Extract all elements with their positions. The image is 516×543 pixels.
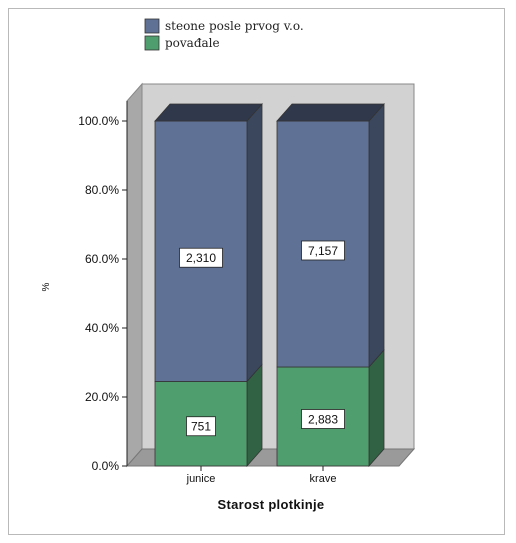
bar-segment-krave-steone [276, 102, 385, 369]
data-label-junice-steone: 2,310 [179, 247, 223, 268]
y-tick-label: 100.0% [78, 114, 119, 128]
data-label-text: 7,157 [308, 244, 338, 258]
x-axis-title: Starost plotkinje [218, 497, 325, 512]
data-label-text: 2,310 [186, 251, 216, 265]
x-category-label-junice: junice [186, 473, 216, 485]
bar-segment-krave-povadale [276, 348, 385, 468]
y-tick-label: 80.0% [85, 183, 119, 197]
bar-top-face-krave [276, 103, 385, 122]
x-category-labels: junice krave [186, 466, 337, 485]
chart-svg: steone posle prvog v.o. povađale 0.0% 20.… [41, 18, 416, 512]
legend-label-series-2: povađale [165, 36, 220, 50]
bar-segment-junice-povadale [154, 363, 263, 468]
legend: steone posle prvog v.o. povađale [144, 18, 304, 51]
bars: 2,310 751 7,157 2,883 [154, 102, 385, 468]
y-tick-label: 60.0% [85, 252, 119, 266]
bar-top-face-junice [154, 103, 263, 122]
y-tick-label: 20.0% [85, 390, 119, 404]
data-label-text: 2,883 [308, 412, 338, 426]
data-label-krave-steone: 7,157 [301, 240, 345, 261]
bar-segment-junice-steone [154, 102, 263, 383]
y-tick-label: 40.0% [85, 321, 119, 335]
data-label-krave-povadale: 2,883 [301, 409, 345, 429]
legend-label-series-1: steone posle prvog v.o. [165, 19, 304, 33]
legend-swatch-series-1 [144, 18, 160, 34]
x-category-label-krave: krave [310, 473, 337, 485]
data-label-text: 751 [191, 420, 211, 434]
y-tick-label: 0.0% [92, 459, 120, 473]
data-label-junice-povadale: 751 [186, 416, 216, 437]
chart-frame: steone posle prvog v.o. povađale 0.0% 20.… [8, 8, 505, 535]
legend-swatch-series-2 [144, 35, 160, 51]
y-ticks: 0.0% 20.0% 40.0% 60.0% 80.0% 100.0% [78, 114, 127, 473]
plot-left-wall [126, 82, 143, 468]
y-axis-title: % [41, 282, 52, 291]
